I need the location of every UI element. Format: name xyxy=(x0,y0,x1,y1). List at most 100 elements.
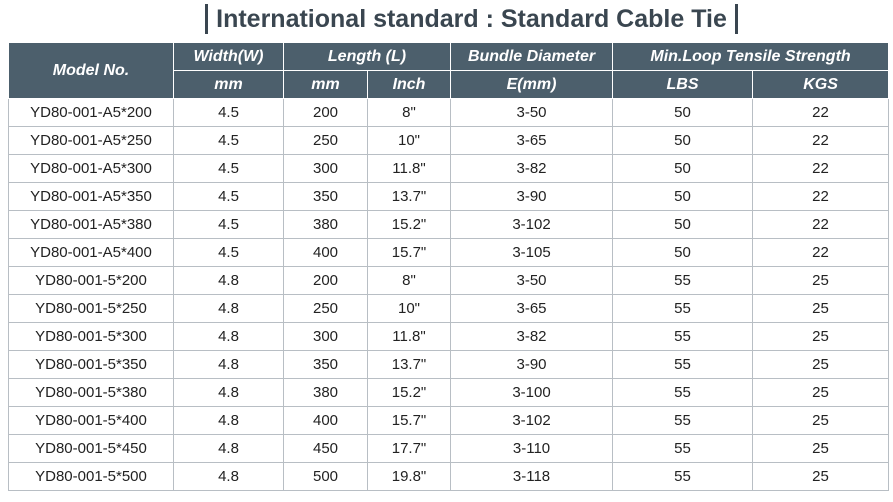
table-cell: 3-100 xyxy=(450,378,614,407)
table-cell: 13.7" xyxy=(366,350,452,379)
table-cell: 22 xyxy=(752,182,890,211)
table-cell: 300 xyxy=(283,154,368,183)
table-row: YD80-001-A5*380 4.5 380 15.2" 3-102 50 22 xyxy=(8,210,890,239)
table-cell: 3-110 xyxy=(450,434,614,463)
table-cell: 4.5 xyxy=(173,182,284,211)
table-cell: 400 xyxy=(283,238,368,267)
table-cell: YD80-001-A5*250 xyxy=(8,126,174,155)
table-cell: 22 xyxy=(752,154,890,183)
table-row: YD80-001-A5*400 4.5 400 15.7" 3-105 50 22 xyxy=(8,238,890,267)
table-row: YD80-001-5*400 4.8 400 15.7" 3-102 55 25 xyxy=(8,406,890,435)
table-row: YD80-001-5*450 4.8 450 17.7" 3-110 55 25 xyxy=(8,434,890,463)
table-cell: 3-82 xyxy=(450,322,614,351)
table-cell: 15.2" xyxy=(366,210,452,239)
table-cell: 450 xyxy=(283,434,368,463)
table-cell: 3-50 xyxy=(450,266,614,295)
table-cell: 250 xyxy=(283,294,368,323)
table-body: YD80-001-A5*200 4.5 200 8" 3-50 50 22 YD80-001-… xyxy=(8,98,890,491)
title-bar: International standard : Standard Cable … xyxy=(0,4,893,40)
header-cell: Bundle Diameter xyxy=(450,42,614,71)
table-cell: 3-102 xyxy=(450,406,614,435)
table-row: YD80-001-5*500 4.8 500 19.8" 3-118 55 25 xyxy=(8,462,890,491)
table-row: YD80-001-5*380 4.8 380 15.2" 3-100 55 25 xyxy=(8,378,890,407)
table-cell: 50 xyxy=(612,210,754,239)
table-cell: 380 xyxy=(283,210,368,239)
table-cell: 4.8 xyxy=(173,434,284,463)
table-cell: 25 xyxy=(752,462,890,491)
table-cell: 3-118 xyxy=(450,462,614,491)
table-cell: 3-65 xyxy=(450,126,614,155)
table-cell: 22 xyxy=(752,238,890,267)
table-cell: 3-102 xyxy=(450,210,614,239)
table-cell: 50 xyxy=(612,238,754,267)
table-cell: 400 xyxy=(283,406,368,435)
table-row: YD80-001-A5*350 4.5 350 13.7" 3-90 50 22 xyxy=(8,182,890,211)
table-cell: YD80-001-5*500 xyxy=(8,462,174,491)
table-row: YD80-001-A5*300 4.5 300 11.8" 3-82 50 22 xyxy=(8,154,890,183)
table-cell: 4.8 xyxy=(173,462,284,491)
table-cell: 4.5 xyxy=(173,154,284,183)
table-cell: YD80-001-5*200 xyxy=(8,266,174,295)
table-cell: YD80-001-A5*350 xyxy=(8,182,174,211)
table-cell: 55 xyxy=(612,434,754,463)
table-cell: 4.5 xyxy=(173,98,284,127)
table-cell: 50 xyxy=(612,182,754,211)
table-cell: 10" xyxy=(366,126,452,155)
table-cell: 55 xyxy=(612,462,754,491)
table-cell: 15.2" xyxy=(366,378,452,407)
table-cell: 4.8 xyxy=(173,378,284,407)
table-cell: 3-90 xyxy=(450,182,614,211)
table-cell: 55 xyxy=(612,406,754,435)
table-cell: YD80-001-A5*200 xyxy=(8,98,174,127)
table-cell: 4.5 xyxy=(173,126,284,155)
table-cell: YD80-001-5*300 xyxy=(8,322,174,351)
table-cell: YD80-001-5*350 xyxy=(8,350,174,379)
table-cell: YD80-001-A5*400 xyxy=(8,238,174,267)
table-cell: 350 xyxy=(283,350,368,379)
table-cell: 4.5 xyxy=(173,238,284,267)
table-cell: 4.8 xyxy=(173,266,284,295)
table-cell: YD80-001-5*250 xyxy=(8,294,174,323)
table-cell: 4.8 xyxy=(173,406,284,435)
header-cell: Inch xyxy=(366,70,452,99)
table-cell: 25 xyxy=(752,406,890,435)
table-cell: 3-105 xyxy=(450,238,614,267)
table-row: YD80-001-A5*200 4.5 200 8" 3-50 50 22 xyxy=(8,98,890,127)
title: International standard : Standard Cable … xyxy=(205,4,738,34)
spec-table: Model No. Width(W) Length (L) Bundle Dia… xyxy=(8,42,890,491)
table-cell: 55 xyxy=(612,294,754,323)
header-row: mm mm Inch E(mm) LBS KGS xyxy=(9,70,890,99)
table-cell: 4.8 xyxy=(173,350,284,379)
header-cell: LBS xyxy=(612,70,754,99)
table-cell: 10" xyxy=(366,294,452,323)
table-cell: YD80-001-A5*380 xyxy=(8,210,174,239)
table-cell: YD80-001-A5*300 xyxy=(8,154,174,183)
table-cell: 11.8" xyxy=(366,322,452,351)
table-cell: 3-65 xyxy=(450,294,614,323)
table-cell: 17.7" xyxy=(366,434,452,463)
table-cell: 25 xyxy=(752,266,890,295)
header-cell: Model No. xyxy=(8,42,174,99)
table-cell: 55 xyxy=(612,350,754,379)
table-cell: 350 xyxy=(283,182,368,211)
table-cell: 13.7" xyxy=(366,182,452,211)
table-cell: 4.8 xyxy=(173,294,284,323)
table-cell: 3-82 xyxy=(450,154,614,183)
table-row: YD80-001-5*350 4.8 350 13.7" 3-90 55 25 xyxy=(8,350,890,379)
header-cell: mm xyxy=(283,70,368,99)
table-row: YD80-001-A5*250 4.5 250 10" 3-65 50 22 xyxy=(8,126,890,155)
table-cell: YD80-001-5*450 xyxy=(8,434,174,463)
table-cell: 300 xyxy=(283,322,368,351)
table-cell: 200 xyxy=(283,266,368,295)
table-cell: 22 xyxy=(752,98,890,127)
table-cell: 4.5 xyxy=(173,210,284,239)
table-cell: 8" xyxy=(366,266,452,295)
table-cell: 22 xyxy=(752,126,890,155)
table-cell: 25 xyxy=(752,378,890,407)
table-row: YD80-001-5*250 4.8 250 10" 3-65 55 25 xyxy=(8,294,890,323)
table-cell: 500 xyxy=(283,462,368,491)
table-cell: 11.8" xyxy=(366,154,452,183)
table-cell: 380 xyxy=(283,378,368,407)
table-header: Model No. Width(W) Length (L) Bundle Dia… xyxy=(8,42,890,99)
